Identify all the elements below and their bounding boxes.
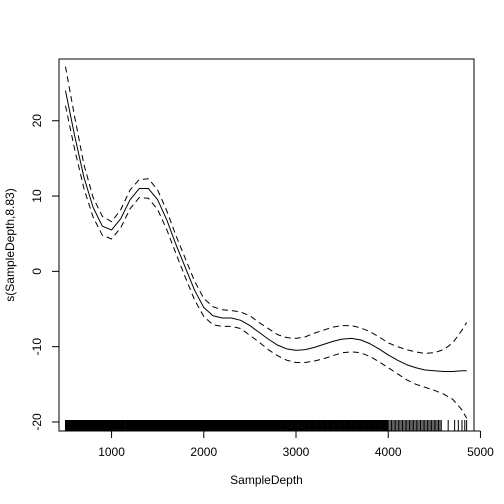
x-axis-label: SampleDepth: [230, 473, 303, 487]
smooth-fit-line: [64, 90, 467, 373]
x-tick-label: 1000: [98, 445, 125, 459]
y-tick-label: -20: [30, 413, 44, 431]
confidence-band-line-2: [64, 105, 468, 419]
x-tick-label: 4000: [375, 445, 402, 459]
x-tick-label: 3000: [283, 445, 310, 459]
y-tick-label: 0: [30, 268, 44, 275]
y-tick-label: 10: [30, 189, 44, 203]
confidence-band-line-1: [64, 66, 468, 354]
y-tick-label: -10: [30, 338, 44, 356]
smooth-curves: [64, 66, 468, 419]
y-axis: -20 -10 0 10 20: [30, 114, 60, 431]
x-tick-label: 2000: [190, 445, 217, 459]
x-tick-label: 5000: [467, 445, 494, 459]
rug-plot: [64, 420, 468, 431]
y-tick-label: 20: [30, 114, 44, 128]
y-axis-label: s(SampleDepth,8.83): [3, 188, 17, 301]
